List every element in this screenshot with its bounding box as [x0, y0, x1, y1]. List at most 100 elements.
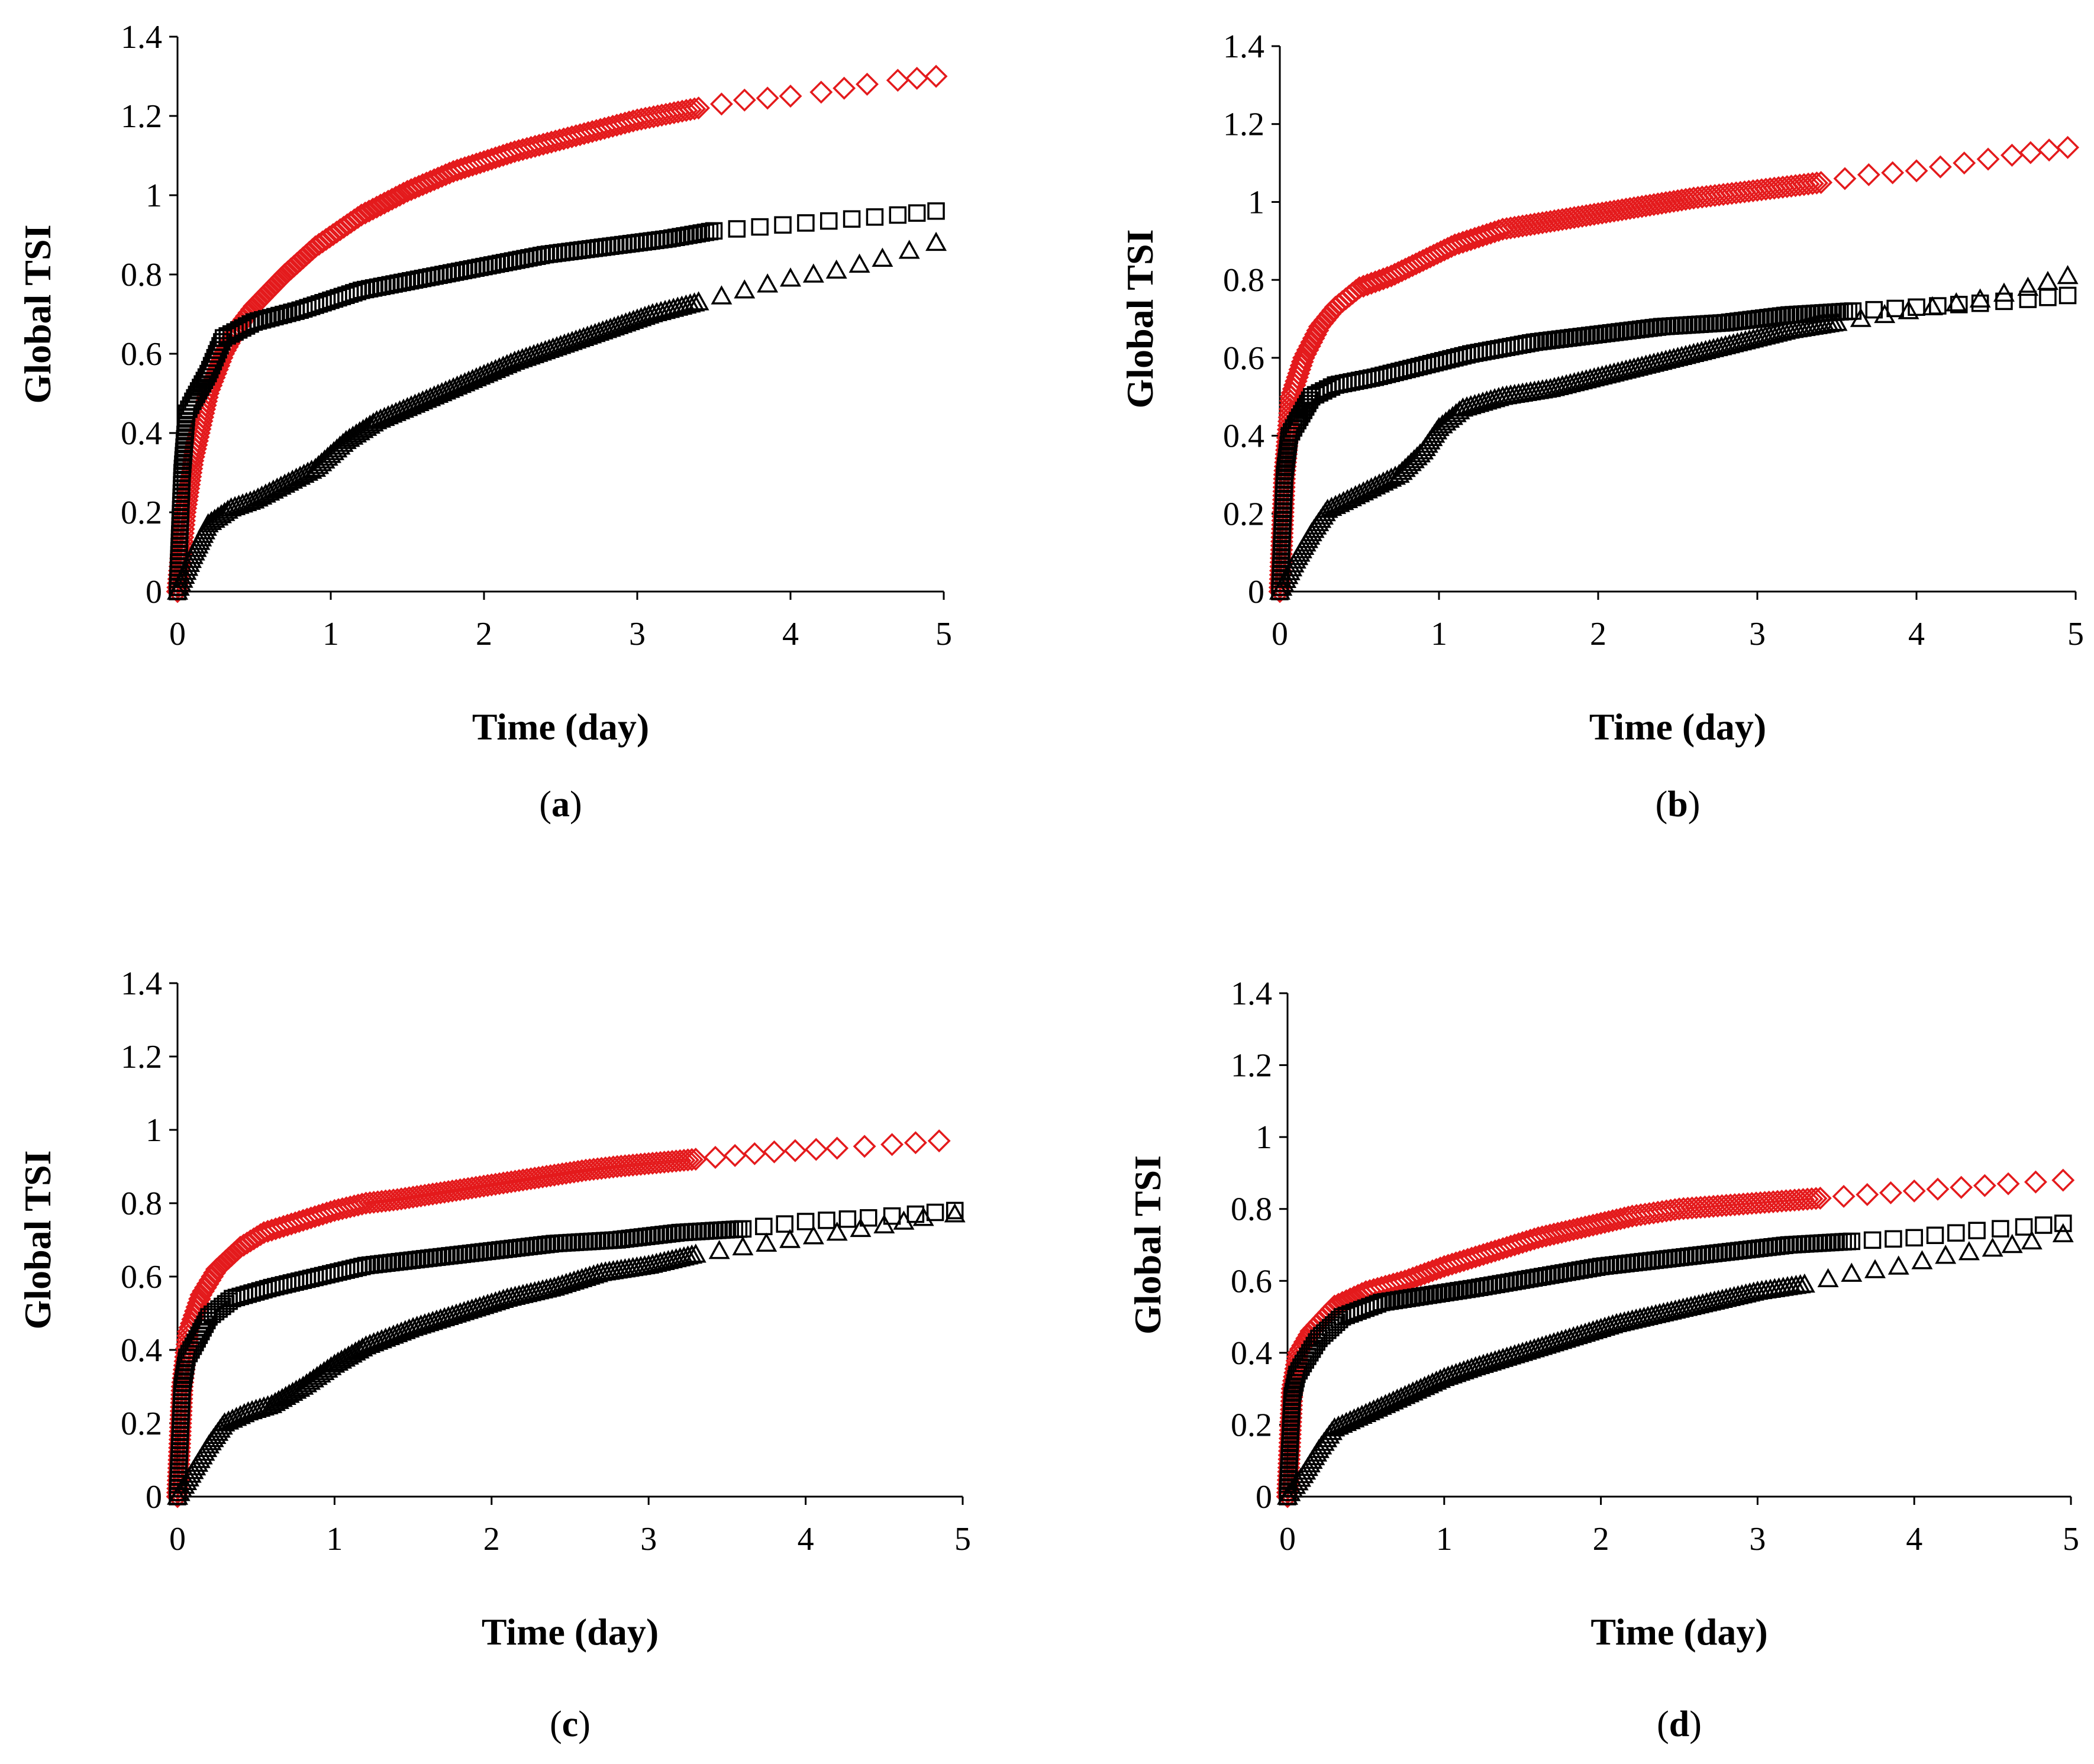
y-tick-label: 0.8 — [121, 257, 162, 293]
y-tick-label: 0.6 — [121, 336, 162, 373]
data-marker — [1712, 183, 1735, 206]
data-marker — [1898, 300, 1919, 319]
data-point — [779, 1229, 801, 1248]
data-point — [880, 1133, 904, 1156]
data-marker — [297, 461, 319, 481]
panel-letter: b — [1667, 784, 1688, 825]
x-tick-label: 3 — [1749, 1521, 1766, 1558]
data-marker — [650, 301, 672, 321]
data-marker — [1750, 178, 1773, 202]
data-marker — [1771, 175, 1795, 199]
data-marker — [1926, 1226, 1944, 1245]
data-point — [927, 1129, 951, 1153]
data-marker — [1690, 185, 1714, 209]
data-point — [2015, 1218, 2033, 1236]
chart-panel-c: 0 0.2 0.4 0.6 0.8 1 1.2 1.4 0 1 2 3 4 5 Time (day) Glob… — [17, 965, 971, 1744]
data-marker — [399, 178, 423, 201]
data-marker — [1367, 269, 1391, 292]
data-point — [734, 279, 756, 299]
data-marker — [2001, 1233, 2023, 1253]
y-tick-label: 1 — [146, 177, 162, 214]
data-marker — [214, 502, 235, 521]
data-point — [2017, 276, 2039, 296]
data-marker — [1973, 1174, 1996, 1197]
data-marker — [2037, 270, 2058, 290]
data-marker — [407, 175, 431, 198]
data-marker — [1850, 308, 1872, 327]
data-marker — [1766, 1190, 1789, 1213]
x-tick-label: 3 — [1749, 616, 1766, 652]
data-marker — [1804, 1187, 1828, 1210]
data-marker — [1779, 1188, 1802, 1212]
data-marker — [866, 208, 884, 226]
data-point — [826, 1221, 848, 1241]
panel-label: (d) — [1657, 1704, 1702, 1744]
x-tick-label: 1 — [1431, 616, 1447, 652]
data-point — [1953, 151, 1976, 175]
data-marker — [376, 189, 400, 213]
data-point — [856, 72, 879, 96]
data-marker — [1753, 1191, 1776, 1214]
x-axis-title: Time (day) — [472, 706, 649, 748]
data-marker — [418, 170, 442, 193]
y-tick-label: 1.2 — [121, 98, 162, 135]
data-marker — [2019, 141, 2043, 164]
data-point — [873, 1214, 895, 1233]
data-marker — [1796, 172, 1820, 196]
data-point — [946, 1201, 964, 1220]
data-marker — [1958, 1241, 1980, 1261]
data-marker — [672, 1148, 696, 1172]
data-marker — [1993, 282, 2015, 302]
data-marker — [1774, 1189, 1798, 1213]
data-marker — [207, 506, 229, 526]
y-tick-label: 0.8 — [1223, 262, 1264, 299]
data-marker — [1672, 1197, 1695, 1220]
x-tick-label: 2 — [1593, 1521, 1609, 1558]
chart-panel-d: 0 0.2 0.4 0.6 0.8 1 1.2 1.4 0 1 2 3 4 5 Time (day) Glob… — [1127, 975, 2079, 1744]
data-marker — [1699, 184, 1722, 208]
y-tick-label: 0.2 — [1223, 496, 1264, 532]
y-axis-title: Global TSI — [17, 225, 59, 404]
y-tick-label: 0.2 — [121, 1406, 162, 1442]
data-marker — [904, 1131, 927, 1155]
data-marker — [776, 1215, 793, 1233]
data-point — [825, 1136, 849, 1160]
y-tick-label: 1 — [146, 1112, 162, 1149]
y-tick-label: 0.6 — [1231, 1263, 1272, 1300]
data-marker — [388, 183, 412, 207]
data-marker — [1800, 1187, 1824, 1211]
data-marker — [1737, 179, 1761, 203]
data-point — [685, 1243, 706, 1263]
data-marker — [908, 204, 926, 222]
data-marker — [728, 220, 746, 238]
data-point — [2019, 290, 2037, 308]
data-marker — [2024, 1170, 2047, 1194]
y-tick-label: 0 — [146, 1479, 162, 1516]
data-marker — [838, 1210, 857, 1228]
data-point — [1809, 171, 1833, 194]
data-marker — [756, 86, 779, 110]
panel-label: (c) — [550, 1704, 591, 1744]
data-point — [1950, 1175, 1973, 1199]
data-point — [1921, 296, 1943, 315]
data-marker — [774, 216, 792, 234]
data-point — [1857, 163, 1880, 186]
data-marker — [1445, 403, 1467, 422]
data-marker — [344, 1341, 366, 1361]
data-point — [912, 1207, 934, 1226]
data-marker — [373, 191, 396, 215]
data-marker — [1779, 175, 1803, 198]
data-marker — [1792, 173, 1816, 196]
data-marker — [818, 1211, 835, 1229]
series-square — [1279, 1214, 2072, 1505]
x-axis-title: Time (day) — [1590, 1611, 1767, 1653]
data-point — [927, 202, 945, 220]
data-point — [944, 1203, 966, 1223]
data-point — [1682, 186, 1705, 210]
y-tick-label: 0.6 — [1223, 340, 1264, 377]
data-marker — [1698, 1195, 1721, 1219]
data-marker — [683, 97, 706, 121]
data-marker — [415, 171, 438, 195]
data-marker — [353, 201, 377, 225]
